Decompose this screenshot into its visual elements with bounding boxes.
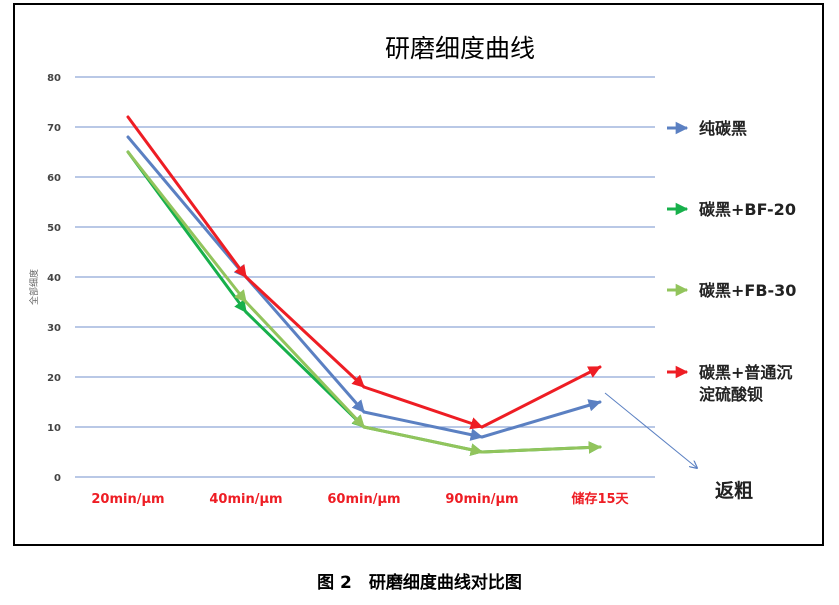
x-tick-label: 60min/μm [327,492,400,507]
line-segment [126,150,248,304]
legend-item-2: 碳黑+BF-20 [667,200,796,219]
legend-item-1: 纯碳黑 [667,119,747,138]
x-tick-label: 20min/μm [91,492,164,507]
line-segment [480,399,602,439]
y-tick-label: 50 [47,223,61,234]
y-tick-label: 30 [47,323,61,334]
y-tick-labels: 0 10 20 30 40 50 60 70 80 [47,73,61,484]
x-tick-label: 90min/μm [445,492,518,507]
y-tick-label: 70 [47,123,61,134]
chart-frame: 0 10 20 30 40 50 60 70 80 20min/μm 40min/μm 60min/… [13,3,824,546]
x-tick-labels: 20min/μm 40min/μm 60min/μm 90min/μm 储存15天 [91,491,629,507]
y-tick-label: 40 [47,273,61,284]
line-segment [362,425,484,456]
series-3 [126,150,602,456]
y-tick-label: 80 [47,73,61,84]
line-segment [362,410,484,441]
series-1 [126,135,602,441]
legend-label: 碳黑+FB-30 [699,281,796,300]
legend-label: 淀硫酸钡 [699,385,763,404]
y-tick-label: 60 [47,173,61,184]
annotation: 返粗 [604,392,753,502]
y-tick-label: 0 [54,473,61,484]
y-tick-label: 10 [47,423,61,434]
y-axis-label: 全部细度 [28,269,40,305]
line-segment [480,365,602,429]
line-chart: 0 10 20 30 40 50 60 70 80 20min/μm 40min/μm 60min/… [28,34,796,507]
series-2 [126,150,602,456]
annotation-arrow [604,392,697,468]
line-segment [362,385,484,430]
gridlines [75,76,655,478]
line-segment [480,441,602,454]
chart-title: 研磨细度曲线 [385,34,535,63]
figure-caption: 图 2 研磨细度曲线对比图 [317,573,522,593]
legend-label: 碳黑+BF-20 [699,200,796,219]
x-tick-label: 储存15天 [570,491,629,507]
line-segment [126,135,248,279]
y-tick-label: 20 [47,373,61,384]
line-segment [244,275,366,389]
annotation-text: 返粗 [715,479,753,502]
line-segment [244,300,366,429]
x-tick-label: 40min/μm [209,492,282,507]
legend-label: 碳黑+普通沉 [699,363,792,382]
legend-label: 纯碳黑 [699,119,747,138]
line-segment [244,275,366,414]
series-lines [126,115,602,456]
line-segment [126,115,248,279]
series-4 [126,115,602,430]
legend-item-3: 碳黑+FB-30 [667,281,796,300]
